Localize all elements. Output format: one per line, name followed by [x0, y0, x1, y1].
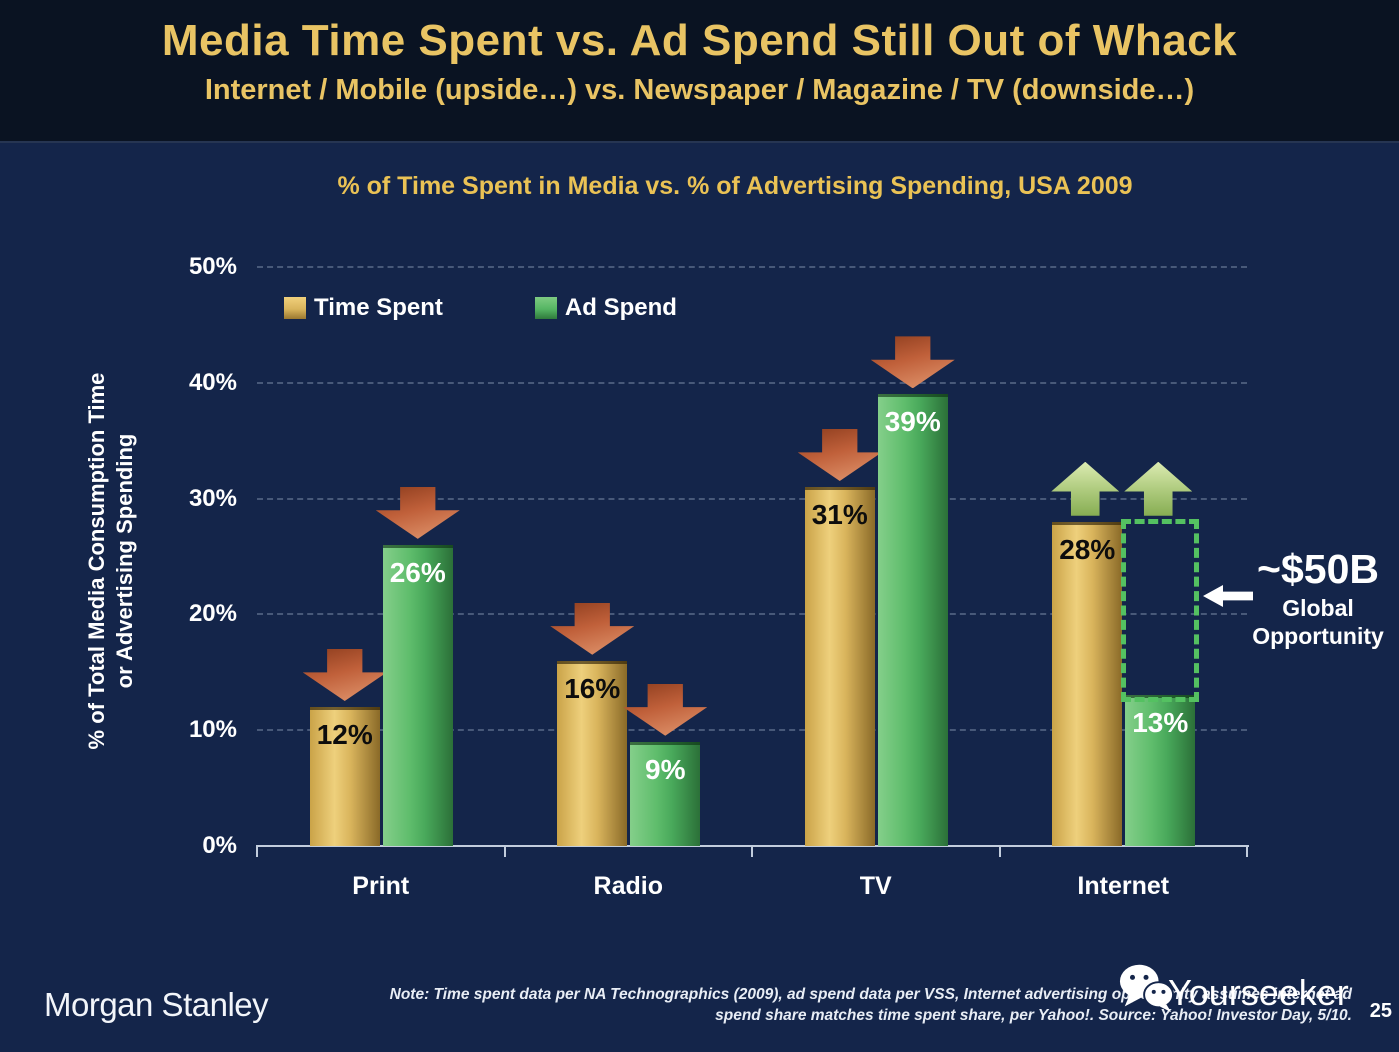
- bar-value-label: 13%: [1132, 707, 1189, 739]
- main-title: Media Time Spent vs. Ad Spend Still Out …: [161, 16, 1238, 65]
- source-note-line1: Note: Time spent data per NA Technograph…: [389, 986, 1352, 1003]
- source-note-line2: spend share matches time spent share, pe…: [715, 1007, 1352, 1024]
- bar-tv-ad-spend: 39%: [877, 394, 948, 846]
- opportunity-dotted-box: [1121, 519, 1199, 702]
- bar-value-label: 26%: [389, 556, 446, 588]
- legend-swatch-green: [534, 297, 557, 319]
- legend-item-ad-spend: Ad Spend: [534, 294, 677, 322]
- y-tick-label: 40%: [188, 368, 237, 396]
- axis-tick: [1246, 845, 1248, 857]
- morgan-stanley-logo: Morgan Stanley: [44, 986, 269, 1023]
- bar-value-label: 16%: [564, 672, 621, 704]
- bar-internet-time-spent: 28%: [1052, 521, 1123, 846]
- legend-label: Ad Spend: [564, 294, 677, 321]
- gridline-50: [257, 266, 1247, 268]
- gridline-20: [257, 613, 1247, 616]
- chart-legend: Time Spent Ad Spend: [284, 294, 677, 322]
- bar-value-label: 9%: [645, 753, 686, 785]
- opportunity-sub-line1: Global: [1282, 595, 1354, 621]
- trend-down-arrow-icon: [797, 429, 882, 482]
- trend-down-arrow-icon: [870, 336, 955, 389]
- category-label-tv: TV: [859, 872, 892, 900]
- bar-value-label: 28%: [1059, 533, 1116, 565]
- gridline-10: [257, 729, 1247, 732]
- y-tick-label: 30%: [188, 484, 237, 512]
- trend-up-arrow-icon: [1051, 461, 1120, 516]
- yourseeker-watermark: Yourseeker: [1168, 972, 1349, 1013]
- y-tick-label: 50%: [188, 253, 237, 280]
- bar-internet-ad-spend: 13%: [1125, 695, 1196, 846]
- y-tick-label: 0%: [202, 832, 237, 859]
- bar-radio-ad-spend: 9%: [630, 741, 701, 846]
- opportunity-headline: ~$50B: [1257, 546, 1379, 592]
- legend-item-time-spent: Time Spent: [284, 294, 443, 322]
- bar-tv-time-spent: 31%: [804, 487, 875, 846]
- category-label-internet: Internet: [1077, 872, 1170, 900]
- bar-radio-time-spent: 16%: [557, 660, 628, 846]
- category-label-print: Print: [352, 872, 410, 900]
- bar-value-label: 12%: [316, 719, 373, 751]
- wechat-icon: [1119, 964, 1175, 1013]
- y-tick-label: 20%: [188, 600, 237, 628]
- chart-title: % of Time Spent in Media vs. % of Advert…: [337, 172, 1133, 200]
- source-note: Note: Time spent data per NA Technograph…: [300, 984, 1352, 1026]
- axis-tick: [503, 845, 506, 857]
- trend-down-arrow-icon: [302, 649, 387, 702]
- trend-down-arrow-icon: [623, 683, 708, 736]
- trend-down-arrow-icon: [550, 602, 635, 655]
- bar-value-label: 31%: [811, 499, 868, 531]
- bar-value-label: 39%: [884, 406, 941, 438]
- bar-print-ad-spend: 26%: [382, 544, 453, 846]
- trend-down-arrow-icon: [375, 486, 460, 539]
- header-band: [0, 0, 1399, 143]
- page-number: 25: [1369, 1000, 1392, 1022]
- axis-tick: [256, 845, 258, 857]
- legend-swatch-gold: [284, 297, 306, 319]
- legend-label: Time Spent: [314, 294, 443, 321]
- y-tick-label: 10%: [188, 716, 237, 744]
- sub-title: Internet / Mobile (upside…) vs. Newspape…: [204, 74, 1195, 106]
- axis-tick: [751, 845, 753, 857]
- trend-up-arrow-icon: [1124, 461, 1193, 516]
- category-label-radio: Radio: [593, 872, 663, 900]
- gridline-40: [257, 381, 1247, 384]
- gridline-30: [257, 497, 1247, 500]
- x-axis-line: [257, 845, 1249, 847]
- bar-print-time-spent: 12%: [309, 707, 380, 846]
- axis-tick: [998, 845, 1001, 857]
- opportunity-sub-line2: Opportunity: [1252, 623, 1384, 649]
